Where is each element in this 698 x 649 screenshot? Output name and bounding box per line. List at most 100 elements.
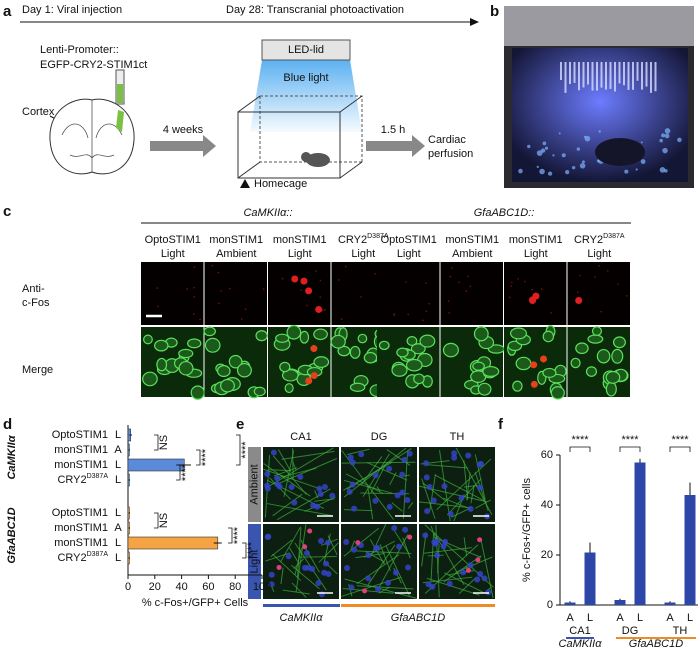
nucleus <box>349 481 356 488</box>
gfp-cell <box>363 351 378 364</box>
fos-nucleus <box>530 380 538 388</box>
nucleus <box>399 489 406 496</box>
photo-led <box>632 62 634 90</box>
nucleus <box>399 471 406 478</box>
nucleus <box>386 503 393 510</box>
nucleus <box>329 492 336 499</box>
faint-signal <box>319 279 322 282</box>
y-tick-label-base: monSTIM1 <box>54 444 108 456</box>
nucleus <box>349 459 356 466</box>
nucleus <box>447 511 454 518</box>
nucleus <box>301 564 308 571</box>
gfp-process <box>360 456 383 485</box>
y-tick-label-base: OptoSTIM1 <box>52 429 108 441</box>
faint-signal <box>617 283 619 285</box>
gfp-process <box>291 582 307 598</box>
fos-nucleus <box>477 537 483 543</box>
promoter-label: CaMKIIα <box>280 612 324 624</box>
x-tick-label: L <box>587 612 593 624</box>
gfp-process <box>346 448 412 490</box>
y-tick-label-base: OptoSTIM1 <box>52 507 108 519</box>
gfp-process <box>343 509 373 512</box>
gfp-process <box>463 537 468 557</box>
faint-signal <box>428 302 430 305</box>
gfp-process <box>391 502 403 512</box>
significance-label: NS <box>158 513 170 528</box>
row-label: c-Fos <box>22 297 50 309</box>
photo-reflection <box>659 138 663 143</box>
photo-wall <box>504 6 694 46</box>
faint-signal <box>467 275 470 278</box>
faint-signal <box>157 305 159 308</box>
bar <box>614 600 626 605</box>
x-tick-label: 60 <box>202 581 214 593</box>
nucleus <box>375 586 382 593</box>
photo-reflection <box>571 166 576 170</box>
gfp-process <box>433 536 482 558</box>
gfp-cell <box>591 326 603 336</box>
column-label-base: OptoSTIM1 <box>145 234 201 246</box>
gfp-cell <box>611 348 624 364</box>
micrograph <box>268 262 331 325</box>
gfp-process <box>314 498 335 502</box>
gfp-cell <box>596 348 611 364</box>
nucleus <box>467 562 474 569</box>
fos-nucleus <box>302 544 308 550</box>
column-label: OptoSTIM1 <box>145 234 201 246</box>
step-label: 1.5 h <box>381 124 405 136</box>
nucleus <box>276 483 283 490</box>
gfp-process <box>280 526 302 563</box>
gfp-process <box>277 449 292 472</box>
significance-bracket <box>569 446 591 452</box>
y-tick-label: 20 <box>541 549 553 561</box>
nucleus <box>321 569 328 576</box>
gfp-cell <box>472 361 485 371</box>
faint-signal <box>598 264 600 267</box>
x-tick-label: A <box>566 612 574 624</box>
gfp-cell <box>406 336 418 346</box>
photo-reflection <box>536 165 539 169</box>
condition-label: L <box>115 552 121 564</box>
column-label: Light <box>288 248 312 260</box>
gfp-cell <box>220 378 235 393</box>
photo-reflection <box>664 128 671 134</box>
gfp-process <box>480 537 494 598</box>
column-label: monSTIM1 <box>445 234 499 246</box>
column-label: monSTIM1 <box>509 234 563 246</box>
x-tick-label: A <box>616 612 624 624</box>
column-label: monSTIM1 <box>209 234 263 246</box>
nucleus <box>460 569 467 576</box>
photo-reflection <box>552 154 555 157</box>
column-label: Light <box>587 248 611 260</box>
photo-led <box>600 62 603 88</box>
gfp-process <box>370 464 386 494</box>
faint-signal <box>321 309 324 312</box>
significance-label: **** <box>232 526 244 544</box>
nucleus <box>441 483 448 490</box>
significance-label: **** <box>571 434 589 446</box>
photo-reflection <box>664 133 670 139</box>
gfp-process <box>458 577 477 594</box>
photo-reflection <box>640 141 643 144</box>
faint-signal <box>199 318 201 321</box>
gfp-process <box>345 473 384 494</box>
gfp-process <box>281 450 335 460</box>
lid-label: LED-lid <box>288 44 324 56</box>
faint-signal <box>338 279 340 281</box>
nucleus <box>426 483 433 490</box>
panel-label: a <box>3 3 12 20</box>
gfp-cell <box>187 338 202 349</box>
condition-label: L <box>115 429 121 441</box>
gfp-cell <box>349 345 361 359</box>
gfp-cell <box>612 336 626 349</box>
photo-led <box>591 62 594 91</box>
fos-nucleus <box>310 372 318 380</box>
group-label: CA1 <box>569 625 590 637</box>
gfp-process <box>402 450 409 519</box>
column-label-base: monSTIM1 <box>209 234 263 246</box>
gfp-process <box>451 508 470 518</box>
gfp-process <box>323 533 331 565</box>
nucleus <box>442 538 449 545</box>
fos-nucleus <box>300 277 308 285</box>
photo-reflection <box>598 130 601 133</box>
